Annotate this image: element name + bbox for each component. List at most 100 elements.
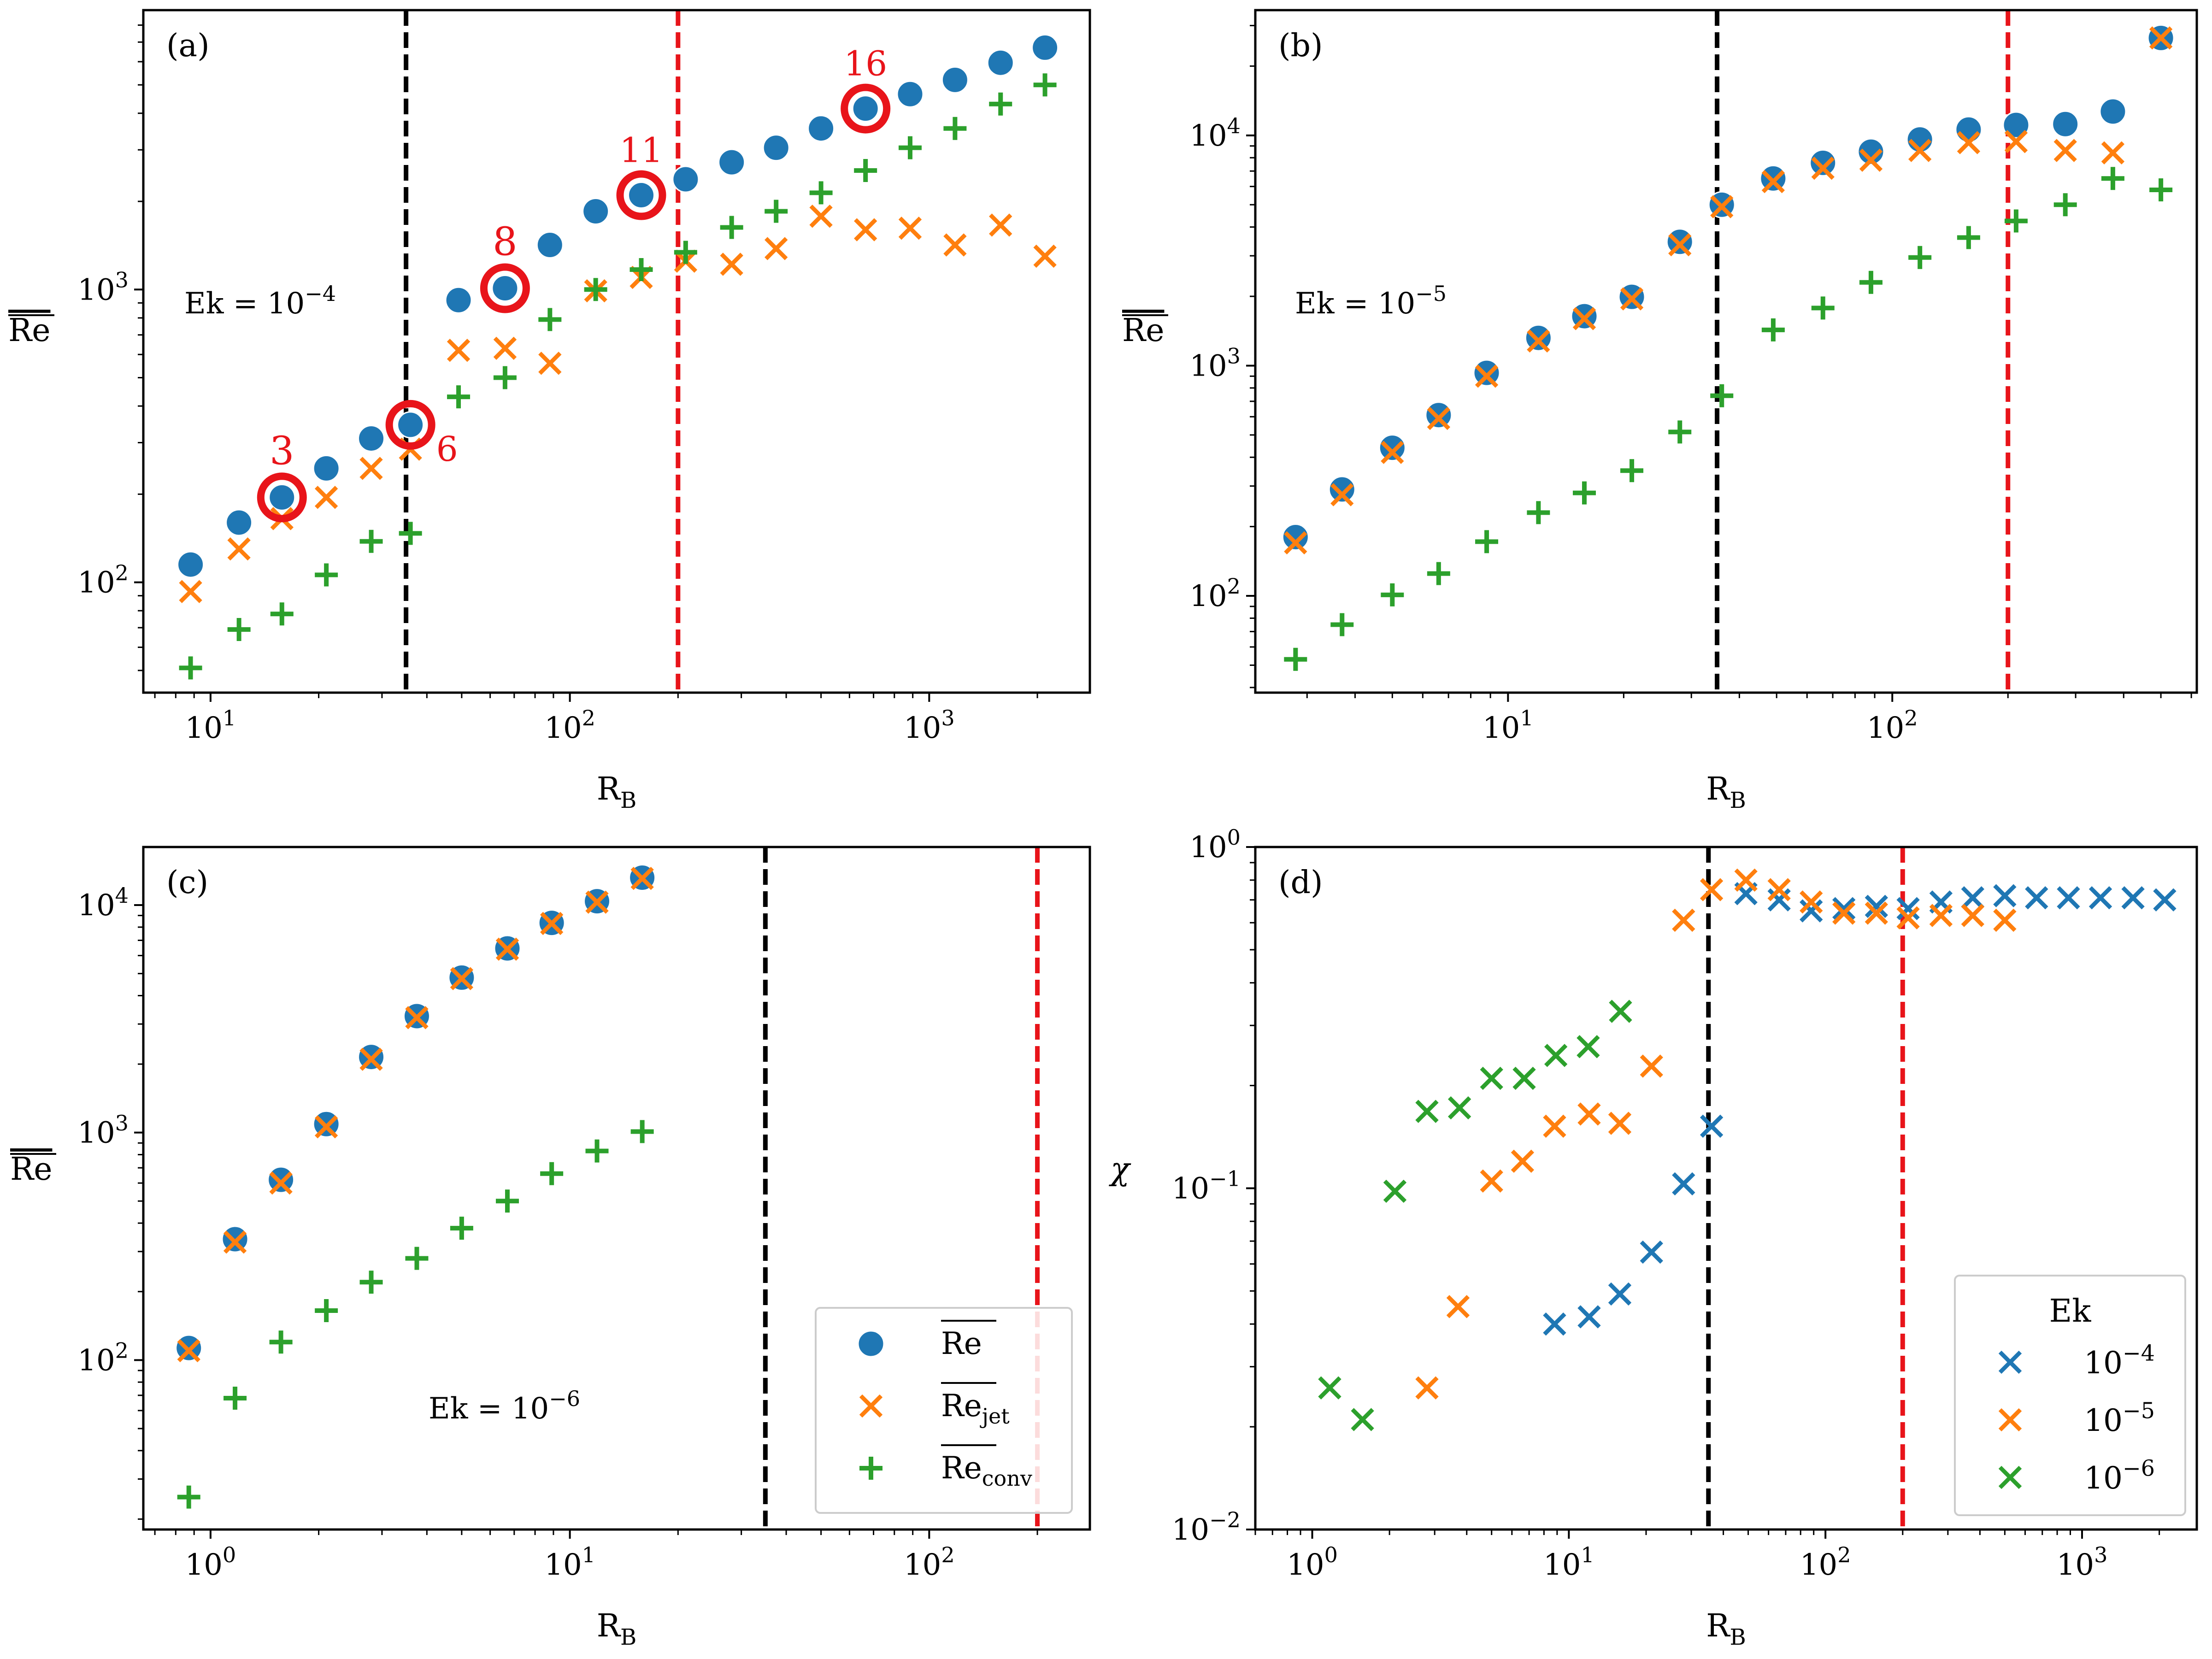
legend-marker: [1998, 1350, 2022, 1374]
highlight-ring: [257, 472, 307, 523]
data-point: [807, 115, 835, 142]
data-point: [315, 1299, 338, 1322]
data-point: [1511, 1149, 1535, 1173]
highlight-label: 11: [619, 131, 663, 171]
x-tick-label-exp: 2: [582, 706, 595, 730]
y-tick-label-base: 10: [77, 1116, 115, 1150]
plot-frame: [1254, 9, 2198, 694]
data-point: [2121, 886, 2145, 910]
data-point: [1427, 562, 1450, 585]
y-tick-label-base: 10: [1189, 349, 1227, 383]
data-point: [1425, 401, 1453, 429]
data-point: [1524, 324, 1552, 352]
data-point: [397, 411, 424, 439]
panel-label: (b): [1278, 28, 1323, 64]
y-tick-label-base: 10: [1172, 1172, 1209, 1206]
y-tick-label-exp: 2: [115, 560, 129, 585]
series-re-jet: [179, 204, 1057, 603]
data-point: [1609, 1000, 1632, 1023]
legend-marker: [859, 1457, 882, 1480]
y-axis-label: Re: [1122, 312, 1164, 349]
x-axis-label-sub: B: [1730, 1624, 1746, 1650]
x-tick-label-exp: 1: [223, 706, 236, 730]
x-tick-label-base: 10: [544, 1548, 582, 1582]
highlight-ring: [480, 263, 530, 313]
data-point: [450, 1217, 473, 1240]
y-tick-label-exp: −1: [1209, 1166, 1241, 1191]
data-point: [1608, 1282, 1632, 1306]
y-tick-label: 103: [1189, 344, 1241, 383]
legend-marker: [857, 1330, 885, 1358]
data-point: [1767, 888, 1791, 912]
data-point: [1475, 530, 1499, 553]
data-point: [358, 424, 385, 452]
y-axis-label: χ: [1109, 1151, 1131, 1188]
y-axis-label: Re: [10, 1151, 52, 1188]
ek-annotation-exp: −6: [549, 1386, 580, 1411]
x-axis-label: RB: [597, 1608, 636, 1650]
data-point: [1857, 138, 1885, 165]
data-point: [450, 967, 474, 990]
x-tick-label: 100: [1287, 1542, 1338, 1582]
x-tick-label-base: 10: [1483, 711, 1520, 745]
data-point: [1811, 296, 1835, 320]
data-point: [762, 134, 790, 162]
data-point: [1543, 1114, 1566, 1138]
data-point: [1378, 434, 1406, 462]
data-point: [1759, 165, 1787, 192]
x-axis-label: RB: [1706, 1608, 1746, 1650]
data-point: [672, 165, 700, 193]
data-point: [1475, 365, 1499, 388]
x-tick-label-exp: 0: [1324, 1542, 1338, 1567]
y-tick-label-exp: 3: [115, 1111, 129, 1135]
data-point: [538, 352, 562, 375]
data-point: [405, 1247, 429, 1270]
x-axis-label: RB: [597, 771, 636, 813]
y-tick-label: 10−2: [1172, 1507, 1241, 1547]
x-tick-label-base: 10: [1800, 1548, 1837, 1582]
x-tick-label: 102: [1800, 1542, 1851, 1582]
y-tick-label: 100: [1189, 825, 1241, 865]
plot-frame: [142, 9, 1091, 694]
data-point: [1811, 156, 1835, 180]
x-axis-label-main: R: [597, 771, 621, 807]
data-point: [270, 602, 294, 626]
data-point: [1527, 501, 1550, 524]
data-point: [2025, 886, 2048, 910]
data-point: [315, 563, 338, 587]
data-point: [1330, 483, 1354, 506]
y-tick-label: 102: [77, 560, 129, 600]
x-tick-label-base: 10: [904, 711, 941, 745]
data-point: [2149, 178, 2173, 202]
data-point: [1284, 647, 1307, 671]
data-point: [1859, 148, 1883, 172]
data-point: [359, 529, 383, 553]
data-point: [314, 1115, 338, 1139]
data-point: [227, 618, 251, 641]
x-tick-label-base: 10: [1543, 1548, 1581, 1582]
data-point: [268, 483, 296, 511]
x-tick-label-base: 10: [185, 1548, 222, 1582]
data-point: [1700, 878, 1724, 901]
y-tick-label-exp: −2: [1209, 1507, 1241, 1532]
highlight-label: 3: [270, 428, 294, 473]
legend-label-exp: −6: [2123, 1456, 2155, 1481]
data-point: [1668, 233, 1692, 257]
data-point: [177, 1339, 200, 1363]
ek-annotation-prefix: Ek = 10: [184, 287, 305, 321]
highlight-label: 8: [493, 219, 517, 265]
data-point: [1480, 1169, 1503, 1193]
data-point: [1896, 906, 1920, 930]
data-point: [630, 866, 654, 890]
x-tick-label-exp: 3: [2094, 1542, 2107, 1567]
data-point: [2004, 130, 2028, 153]
data-point: [2101, 141, 2125, 165]
highlight-label: 6: [436, 429, 458, 469]
series-ek-10-5: [1415, 868, 2017, 1400]
legend-marker: [859, 1394, 883, 1418]
x-tick-label-exp: 2: [941, 1542, 954, 1567]
data-point: [224, 1387, 247, 1410]
data-point: [1957, 131, 1981, 154]
panel-d: 100 101 102 10310−210−1100(d)RBχEk10−410−51…: [1109, 825, 2198, 1650]
data-point: [1640, 1054, 1663, 1078]
